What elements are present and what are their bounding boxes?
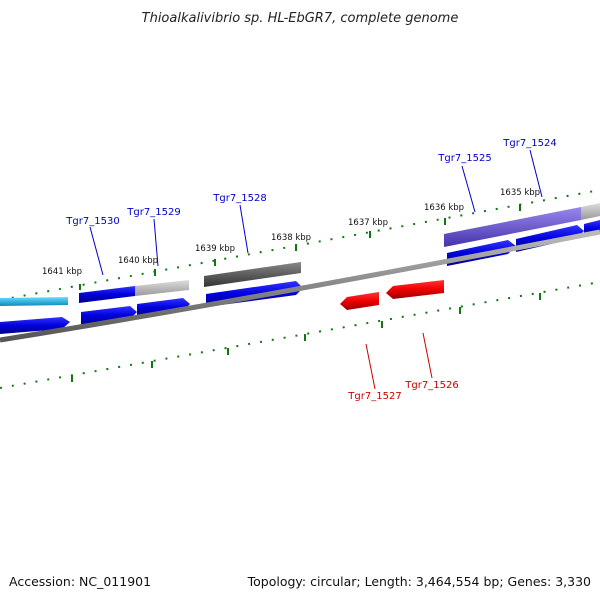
kbp-label: 1635 kbp xyxy=(500,188,540,198)
kbp-label: 1640 kbp xyxy=(118,256,158,266)
scale-labels: 1641 kbp 1640 kbp 1639 kbp 1638 kbp 1637… xyxy=(42,188,540,277)
cog-block-blue xyxy=(79,286,135,303)
map-title: Thioalkalivibrio sp. HL-EbGR7, complete … xyxy=(142,11,459,26)
gene-label-tgr7-1525: Tgr7_1525 xyxy=(437,153,492,213)
kbp-label: 1637 kbp xyxy=(348,218,388,228)
cog-block-dark xyxy=(204,262,301,287)
genome-backbone xyxy=(0,229,600,343)
kbp-label: 1641 kbp xyxy=(42,267,82,277)
reverse-cds-track xyxy=(340,280,444,310)
inner-tick-ring xyxy=(0,281,600,389)
gene-label-text: Tgr7_1530 xyxy=(65,216,119,227)
gene-label-tgr7-1527: Tgr7_1527 xyxy=(347,343,402,402)
gene-label-tgr7-1528: Tgr7_1528 xyxy=(212,193,267,254)
cds-arrow xyxy=(386,280,444,299)
gene-label-text: Tgr7_1529 xyxy=(126,207,180,218)
cds-arrow xyxy=(81,306,137,325)
kbp-label: 1636 kbp xyxy=(424,203,464,213)
gene-label-tgr7-1524: Tgr7_1524 xyxy=(502,138,557,198)
cds-arrow xyxy=(340,292,379,310)
kbp-label: 1639 kbp xyxy=(195,244,235,254)
kbp-label: 1638 kbp xyxy=(271,233,311,243)
gene-label-tgr7-1529: Tgr7_1529 xyxy=(126,207,181,267)
gene-label-tgr7-1526: Tgr7_1526 xyxy=(404,332,459,391)
cog-block-gray xyxy=(135,280,189,296)
genome-summary-text: Topology: circular; Length: 3,464,554 bp… xyxy=(247,574,591,589)
gene-labels: Tgr7_1530 Tgr7_1529 Tgr7_1528 Tgr7_1527 … xyxy=(65,138,556,402)
cog-track xyxy=(0,203,600,306)
outer-tick-ring xyxy=(0,189,600,301)
cds-arrow xyxy=(137,298,190,317)
gene-label-text: Tgr7_1527 xyxy=(347,391,401,402)
cog-block-purple xyxy=(444,207,581,247)
gene-label-tgr7-1530: Tgr7_1530 xyxy=(65,216,120,276)
gene-label-text: Tgr7_1528 xyxy=(212,193,266,204)
cog-block-cyan xyxy=(0,297,68,306)
gene-label-text: Tgr7_1524 xyxy=(502,138,556,149)
gene-label-text: Tgr7_1526 xyxy=(404,380,458,391)
cog-block-gray xyxy=(581,203,600,220)
accession-text: Accession: NC_011901 xyxy=(9,574,151,589)
gene-label-text: Tgr7_1525 xyxy=(437,153,491,164)
